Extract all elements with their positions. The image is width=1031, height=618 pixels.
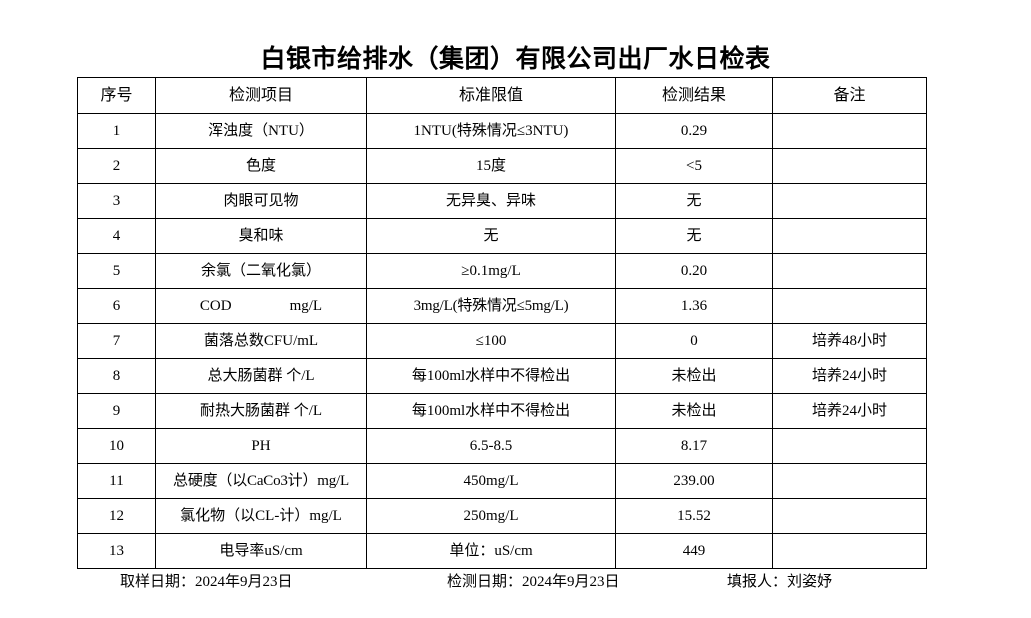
table-row: 8 总大肠菌群 个/L 每100ml水样中不得检出 未检出 培养24小时 <box>77 358 927 394</box>
standard-limit-cell: 1NTU(特殊情况≤3NTU) <box>366 113 616 149</box>
remark-cell <box>772 148 927 184</box>
row-index-cell: 8 <box>77 358 156 394</box>
row-index-cell: 3 <box>77 183 156 219</box>
test-date: 检测日期：2024年9月23日 <box>447 574 620 590</box>
item-name-cell: 总硬度（以CaCo3计）mg/L <box>155 463 367 499</box>
table-body: 1 浑浊度（NTU） 1NTU(特殊情况≤3NTU) 0.29 2 色度 15度 <5 3 肉眼可… <box>77 113 927 569</box>
remark-cell <box>772 183 927 219</box>
test-result-cell: 8.17 <box>615 428 773 464</box>
remark-cell <box>772 533 927 569</box>
test-result-cell: 449 <box>615 533 773 569</box>
row-index-cell: 12 <box>77 498 156 534</box>
remark-cell: 培养24小时 <box>772 358 927 394</box>
test-result-cell: 1.36 <box>615 288 773 324</box>
test-result-cell: 无 <box>615 183 773 219</box>
test-result-cell: 无 <box>615 218 773 254</box>
table-row: 11 总硬度（以CaCo3计）mg/L 450mg/L 239.00 <box>77 463 927 499</box>
row-index-cell: 9 <box>77 393 156 429</box>
test-result-cell: 15.52 <box>615 498 773 534</box>
remark-cell: 培养24小时 <box>772 393 927 429</box>
item-name-cell: 总大肠菌群 个/L <box>155 358 367 394</box>
remark-cell <box>772 463 927 499</box>
test-result-cell: 未检出 <box>615 358 773 394</box>
test-result-cell: 0.20 <box>615 253 773 289</box>
inspection-table: 序号 检测项目 标准限值 检测结果 备注 1 浑浊度（NTU） 1NTU(特殊情况≤… <box>77 77 927 569</box>
remark-cell <box>772 218 927 254</box>
item-name-cell: 耐热大肠菌群 个/L <box>155 393 367 429</box>
table-header-row: 序号 检测项目 标准限值 检测结果 备注 <box>77 77 927 114</box>
table-row: 1 浑浊度（NTU） 1NTU(特殊情况≤3NTU) 0.29 <box>77 113 927 149</box>
table-row: 7 菌落总数CFU/mL ≤100 0 培养48小时 <box>77 323 927 359</box>
table-row: 13 电导率uS/cm 单位：uS/cm 449 <box>77 533 927 569</box>
test-result-cell: 0.29 <box>615 113 773 149</box>
table-row: 3 肉眼可见物 无异臭、异味无 <box>77 183 927 219</box>
standard-limit-cell: 6.5-8.5 <box>366 428 616 464</box>
column-header-item: 检测项目 <box>155 77 367 114</box>
reporter-name: 填报人：刘姿妤 <box>727 574 833 590</box>
table-row: 5 余氯（二氧化氯） ≥0.1mg/L 0.20 <box>77 253 927 289</box>
item-name-cell: 浑浊度（NTU） <box>155 113 367 149</box>
row-index-cell: 13 <box>77 533 156 569</box>
item-name-cell: 电导率uS/cm <box>155 533 367 569</box>
standard-limit-cell: 无 <box>366 218 616 254</box>
item-name-cell: 氯化物（以CL-计）mg/L <box>155 498 367 534</box>
test-result-cell: 239.00 <box>615 463 773 499</box>
column-header-no: 序号 <box>77 77 156 114</box>
table-row: 4 臭和味无无 <box>77 218 927 254</box>
standard-limit-cell: 450mg/L <box>366 463 616 499</box>
standard-limit-cell: ≤100 <box>366 323 616 359</box>
remark-cell <box>772 288 927 324</box>
item-name-cell: 余氯（二氧化氯） <box>155 253 367 289</box>
table-row: 10 PH 6.5-8.5 8.17 <box>77 428 927 464</box>
column-header-limit: 标准限值 <box>366 77 616 114</box>
table-row: 12 氯化物（以CL-计）mg/L 250mg/L 15.52 <box>77 498 927 534</box>
standard-limit-cell: 15度 <box>366 148 616 184</box>
test-result-cell: 0 <box>615 323 773 359</box>
item-name-cell: 菌落总数CFU/mL <box>155 323 367 359</box>
standard-limit-cell: ≥0.1mg/L <box>366 253 616 289</box>
item-name-cell: PH <box>155 428 367 464</box>
column-header-result: 检测结果 <box>615 77 773 114</box>
sample-date: 取样日期：2024年9月23日 <box>120 574 293 590</box>
table-row: 6 COD mg/L 3mg/L(特殊情况≤5mg/L) 1.36 <box>77 288 927 324</box>
item-name-suffix: mg/L <box>289 297 323 314</box>
remark-cell <box>772 428 927 464</box>
footer: 取样日期：2024年9月23日 检测日期：2024年9月23日 填报人：刘姿妤 <box>77 570 926 594</box>
item-name-prefix: COD <box>199 297 232 314</box>
remark-cell: 培养48小时 <box>772 323 927 359</box>
row-index-cell: 1 <box>77 113 156 149</box>
item-name-cell: 臭和味 <box>155 218 367 254</box>
row-index-cell: 6 <box>77 288 156 324</box>
page-title: 白银市给排水（集团）有限公司出厂水日检表 <box>260 45 771 73</box>
standard-limit-cell: 每100ml水样中不得检出 <box>366 393 616 429</box>
standard-limit-cell: 3mg/L(特殊情况≤5mg/L) <box>366 288 616 324</box>
standard-limit-cell: 每100ml水样中不得检出 <box>366 358 616 394</box>
item-name-cell: 色度 <box>155 148 367 184</box>
row-index-cell: 10 <box>77 428 156 464</box>
remark-cell <box>772 113 927 149</box>
item-name-cell: COD mg/L <box>155 288 367 324</box>
table-row: 9 耐热大肠菌群 个/L 每100ml水样中不得检出 未检出 培养24小时 <box>77 393 927 429</box>
item-name-cell: 肉眼可见物 <box>155 183 367 219</box>
row-index-cell: 11 <box>77 463 156 499</box>
column-header-note: 备注 <box>772 77 927 114</box>
table-row: 2 色度 15度 <5 <box>77 148 927 184</box>
standard-limit-cell: 无异臭、异味 <box>366 183 616 219</box>
row-index-cell: 7 <box>77 323 156 359</box>
standard-limit-cell: 单位：uS/cm <box>366 533 616 569</box>
remark-cell <box>772 253 927 289</box>
row-index-cell: 4 <box>77 218 156 254</box>
test-result-cell: <5 <box>615 148 773 184</box>
test-result-cell: 未检出 <box>615 393 773 429</box>
row-index-cell: 5 <box>77 253 156 289</box>
standard-limit-cell: 250mg/L <box>366 498 616 534</box>
remark-cell <box>772 498 927 534</box>
row-index-cell: 2 <box>77 148 156 184</box>
